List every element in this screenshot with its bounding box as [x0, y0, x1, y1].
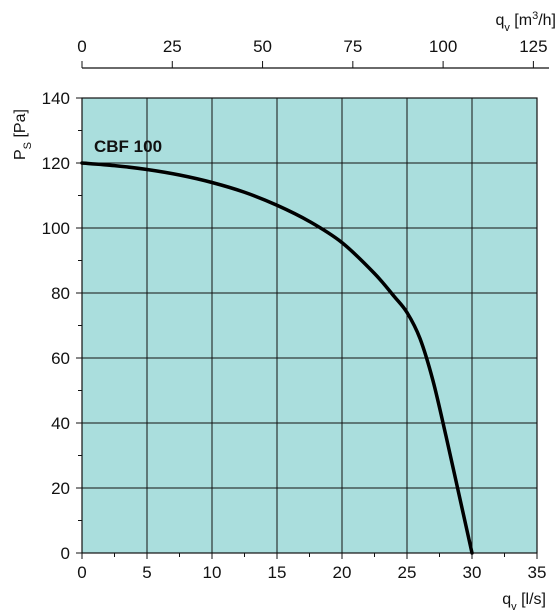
y-tick-label: 80: [51, 284, 70, 303]
axis-ticks: [76, 97, 538, 559]
x-tick-label: 25: [398, 563, 417, 582]
top-axis-title: qv [m3/h]: [495, 10, 556, 34]
x-tick-label: 30: [463, 563, 482, 582]
x-axis-title: qv [l/s]: [502, 591, 546, 612]
x-tick-label: 0: [77, 563, 86, 582]
y-tick-label: 40: [51, 414, 70, 433]
series-line-cbf-100: [80, 161, 474, 555]
x-tick-label: 5: [142, 563, 151, 582]
y-tick-label: 140: [42, 89, 70, 108]
top-axis-tick-label: 75: [343, 37, 362, 56]
grid: [82, 98, 537, 553]
y-tick-label: 0: [61, 544, 70, 563]
x-tick-label: 15: [268, 563, 287, 582]
y-tick-label: 120: [42, 154, 70, 173]
top-axis-tick-label: 100: [429, 37, 457, 56]
plot-area: [82, 98, 537, 553]
y-tick-label: 20: [51, 479, 70, 498]
top-axis-tick-label: 25: [163, 37, 182, 56]
y-axis-title: PS [Pa]: [12, 109, 34, 160]
x-tick-label: 10: [203, 563, 222, 582]
y-tick-label: 100: [42, 219, 70, 238]
top-axis-tick-label: 0: [77, 37, 86, 56]
top-axis: 0 25 50 75 100 125: [77, 37, 549, 69]
series-label: CBF 100: [94, 137, 162, 156]
top-axis-tick-label: 50: [253, 37, 272, 56]
x-tick-label: 20: [333, 563, 352, 582]
y-tick-label: 60: [51, 349, 70, 368]
tick-labels: 0 5 10 15 20 25 30 35 0 20 40 60 80 100 120 140: [42, 89, 547, 582]
top-axis-tick-label: 125: [519, 37, 547, 56]
x-tick-label: 35: [528, 563, 547, 582]
